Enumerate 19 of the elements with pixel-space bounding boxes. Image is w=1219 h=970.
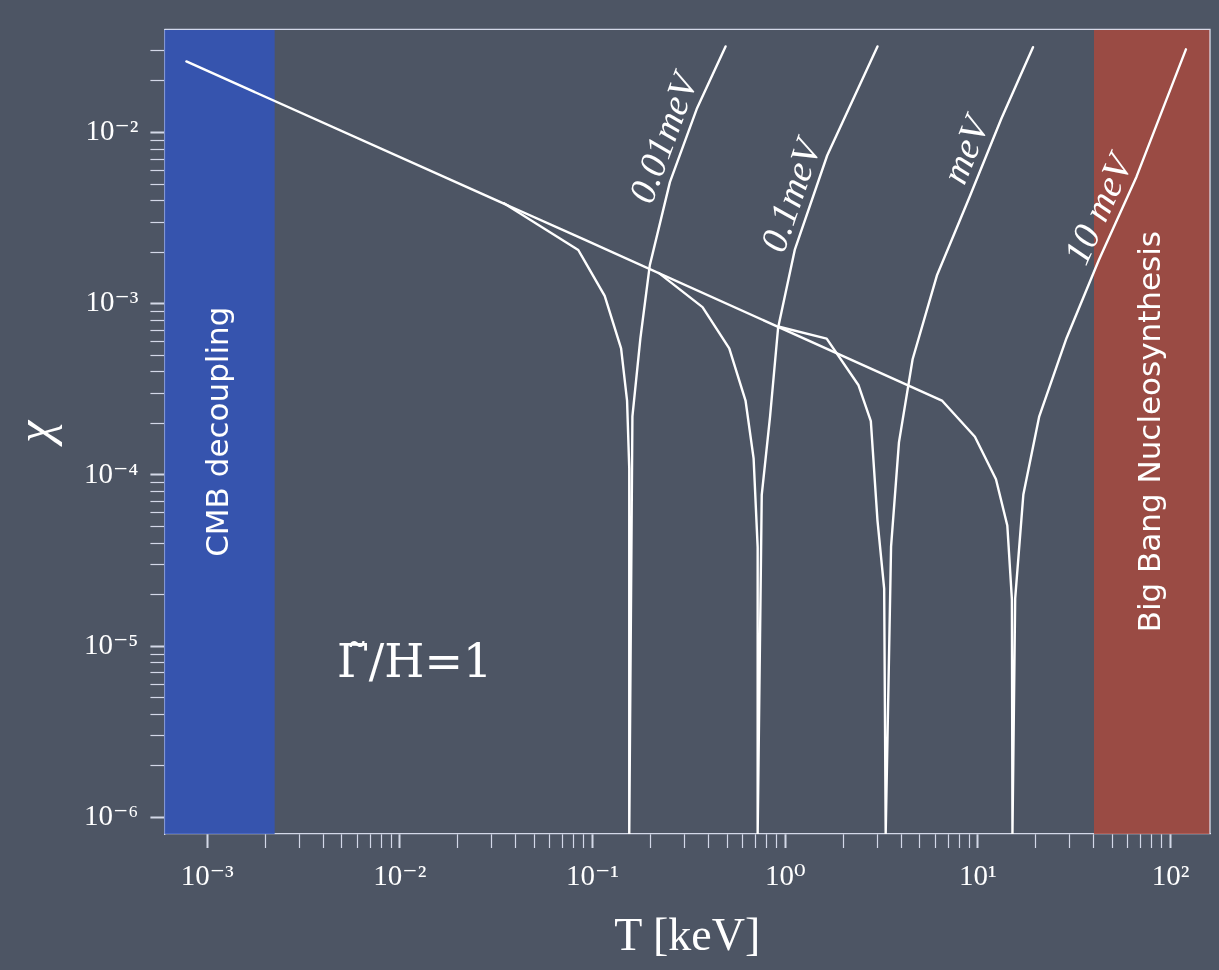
band-label: Big Bang Nucleosynthesis <box>1131 231 1168 633</box>
y-tick-label: 10⁻⁴ <box>84 456 139 489</box>
text: 0.01meV <box>619 64 707 209</box>
x-tick-label: 10² <box>1151 859 1190 892</box>
x-tick-label: 10¹ <box>959 859 997 892</box>
text: meV <box>932 107 999 190</box>
annotation: Γ̃/H=1 <box>336 633 493 688</box>
x-tick-label: 10⁻² <box>373 859 427 892</box>
x-axis-title: T [keV] <box>614 909 761 961</box>
text: 0.1meV <box>751 130 830 257</box>
y-axis-title: χ <box>6 418 63 447</box>
y-tick-label: 10⁻⁵ <box>84 627 139 660</box>
x-tick-label: 10⁰ <box>764 859 806 892</box>
y-tick-label: 10⁻² <box>85 114 139 147</box>
band-label: CMB decoupling <box>198 306 235 557</box>
x-tick-label: 10⁻³ <box>180 859 234 892</box>
x-tick-label: 10⁻¹ <box>566 859 620 892</box>
y-tick-label: 10⁻³ <box>85 285 139 318</box>
y-tick-label: 10⁻⁶ <box>84 799 139 832</box>
